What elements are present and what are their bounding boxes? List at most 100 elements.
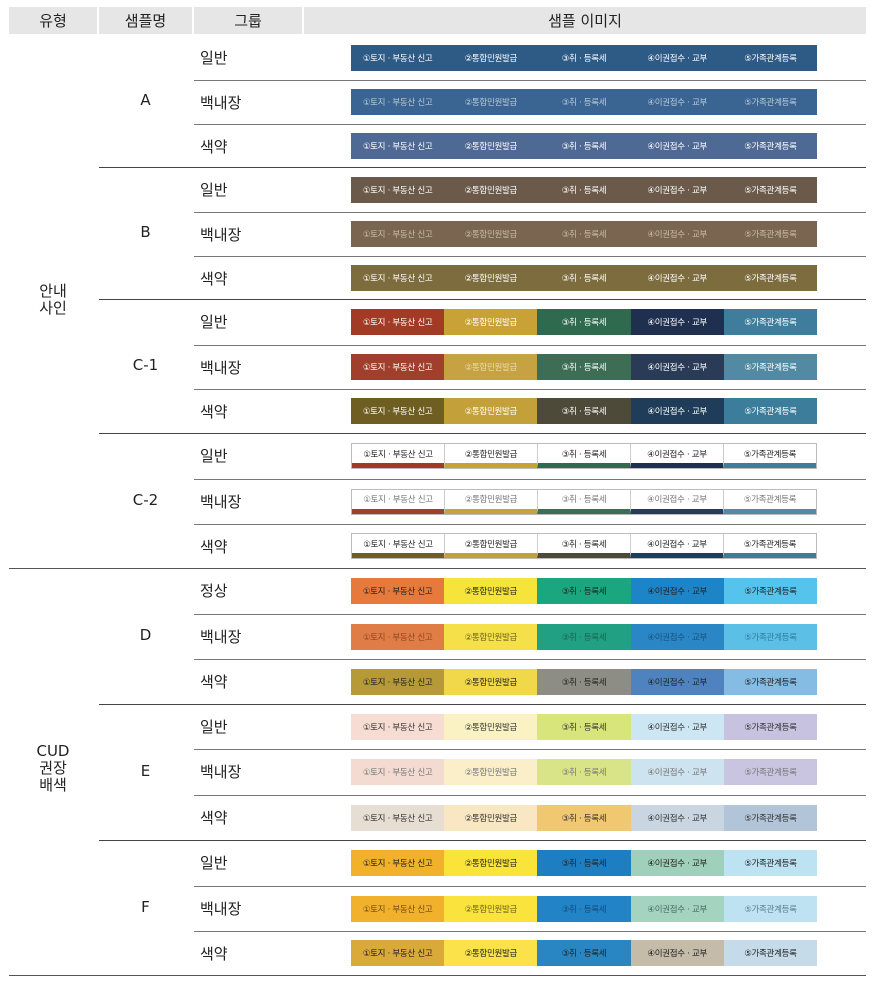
group-label: 일반 [200, 854, 228, 872]
sign-segment: ①토지 · 부동산 신고 [351, 940, 445, 966]
sign-segment: ②통합민원발급 [444, 398, 538, 424]
sample-image-strip: ①토지 · 부동산 신고 ②통합민원발급 ③취 · 등록세 ④이권접수 · 교부 ⑤가족… [351, 44, 818, 71]
header-sample-name: 샘플명 [99, 7, 192, 34]
group-label: 백내장 [200, 359, 242, 377]
sign-segment: ⑤가족관계등록 [723, 940, 818, 966]
sign-segment: ①토지 · 부동산 신고 [351, 713, 445, 740]
sign-segment: ⑤가족관계등록 [723, 444, 816, 468]
sign-segment: ①토지 · 부동산 신고 [351, 309, 445, 335]
sign-segment: ②통합민원발급 [444, 895, 538, 922]
sign-segment: ①토지 · 부동산 신고 [351, 759, 445, 785]
sign-segment: ⑤가족관계등록 [723, 895, 818, 922]
group-label: 정상 [200, 582, 228, 600]
sign-segment: ④이권접수 · 교부 [630, 850, 724, 876]
sign-segment: ①토지 · 부동산 신고 [351, 850, 445, 876]
sign-segment: ②통합민원발급 [444, 444, 537, 468]
group-label: 백내장 [200, 628, 242, 646]
sign-segment: ③취 · 등록세 [537, 44, 631, 71]
sample-image-strip: ①토지 · 부동산 신고 ②통합민원발급 ③취 · 등록세 ④이권접수 · 교부 ⑤가족… [351, 623, 818, 650]
sign-segment: ③취 · 등록세 [537, 759, 631, 785]
sign-segment: ④이권접수 · 교부 [630, 176, 724, 203]
sign-segment: ⑤가족관계등록 [723, 309, 818, 335]
sign-segment: ⑤가족관계등록 [723, 354, 818, 380]
sign-segment: ⑤가족관계등록 [723, 89, 818, 115]
sign-segment: ②통합민원발급 [444, 534, 537, 558]
row-divider [194, 795, 866, 796]
group-label: 일반 [200, 49, 228, 67]
sample-image-strip: ①토지 · 부동산 신고 ②통합민원발급 ③취 · 등록세 ④이권접수 · 교부 ⑤가족… [351, 804, 818, 831]
group-label: 일반 [200, 718, 228, 736]
sign-segment: ④이권접수 · 교부 [630, 398, 724, 424]
sample-image-strip: ①토지 · 부동산 신고 ②통합민원발급 ③취 · 등록세 ④이권접수 · 교부 ⑤가족… [351, 668, 818, 695]
sign-segment: ④이권접수 · 교부 [630, 668, 724, 695]
sign-segment: ⑤가족관계등록 [723, 44, 818, 71]
sign-segment: ⑤가족관계등록 [723, 221, 818, 247]
sign-segment: ③취 · 등록세 [537, 489, 630, 514]
group-label: 일반 [200, 447, 228, 465]
sign-segment: ①토지 · 부동산 신고 [351, 264, 445, 291]
sample-image-strip: ①토지 · 부동산 신고 ②통합민원발급 ③취 · 등록세 ④이권접수 · 교부 ⑤가족… [351, 759, 818, 785]
sample-image-strip: ①토지 · 부동산 신고 ②통합민원발급 ③취 · 등록세 ④이권접수 · 교부 ⑤가족… [351, 895, 818, 922]
table-bottom-border [9, 975, 866, 976]
type-divider [9, 568, 866, 569]
row-divider [194, 389, 866, 390]
sign-segment: ⑤가족관계등록 [723, 264, 818, 291]
sample-image-strip: ①토지 · 부동산 신고 ②통합민원발급 ③취 · 등록세 ④이권접수 · 교부 ⑤가족… [351, 221, 818, 247]
sign-segment: ④이권접수 · 교부 [630, 578, 724, 604]
sign-segment: ③취 · 등록세 [537, 713, 631, 740]
sign-segment: ④이권접수 · 교부 [630, 89, 724, 115]
sample-name: F [141, 897, 150, 916]
sign-segment: ②통합민원발급 [444, 850, 538, 876]
sign-segment: ①토지 · 부동산 신고 [351, 221, 445, 247]
sample-image-strip: ①토지 · 부동산 신고 ②통합민원발급 ③취 · 등록세 ④이권접수 · 교부 ⑤가족… [351, 488, 817, 515]
sample-image-strip: ①토지 · 부동산 신고 ②통합민원발급 ③취 · 등록세 ④이권접수 · 교부 ⑤가족… [351, 132, 818, 159]
sample-image-strip: ①토지 · 부동산 신고 ②통합민원발급 ③취 · 등록세 ④이권접수 · 교부 ⑤가족… [351, 533, 817, 559]
sign-segment: ③취 · 등록세 [537, 895, 631, 922]
sign-segment: ③취 · 등록세 [537, 940, 631, 966]
sign-segment: ③취 · 등록세 [537, 132, 631, 159]
sign-segment: ④이권접수 · 교부 [630, 623, 724, 650]
sample-name: C-2 [132, 490, 159, 509]
sign-segment: ③취 · 등록세 [537, 264, 631, 291]
row-divider [194, 256, 866, 257]
sign-segment: ⑤가족관계등록 [723, 578, 818, 604]
sign-segment: ①토지 · 부동산 신고 [351, 668, 445, 695]
sign-segment: ④이권접수 · 교부 [630, 444, 723, 468]
sign-segment: ③취 · 등록세 [537, 623, 631, 650]
sign-segment: ①토지 · 부동산 신고 [352, 534, 444, 558]
sign-segment: ③취 · 등록세 [537, 444, 630, 468]
sign-segment: ③취 · 등록세 [537, 354, 631, 380]
sign-segment: ②통합민원발급 [444, 623, 538, 650]
group-label: 색약 [200, 945, 228, 963]
row-divider [194, 524, 866, 525]
sign-segment: ②통합민원발급 [444, 668, 538, 695]
sign-segment: ①토지 · 부동산 신고 [351, 89, 445, 115]
group-label: 백내장 [200, 900, 242, 918]
sign-segment: ⑤가족관계등록 [723, 398, 818, 424]
sign-segment: ③취 · 등록세 [537, 309, 631, 335]
row-divider [194, 345, 866, 346]
sample-image-strip: ①토지 · 부동산 신고 ②통합민원발급 ③취 · 등록세 ④이권접수 · 교부 ⑤가족… [351, 354, 818, 380]
sample-name: C-1 [132, 356, 159, 374]
sample-image-strip: ①토지 · 부동산 신고 ②통합민원발급 ③취 · 등록세 ④이권접수 · 교부 ⑤가족… [351, 713, 818, 740]
sign-segment: ④이권접수 · 교부 [630, 940, 724, 966]
sign-segment: ⑤가족관계등록 [723, 489, 816, 514]
sign-segment: ③취 · 등록세 [537, 804, 631, 831]
sign-segment: ①토지 · 부동산 신고 [351, 176, 445, 203]
sample-image-strip: ①토지 · 부동산 신고 ②통합민원발급 ③취 · 등록세 ④이권접수 · 교부 ⑤가족… [351, 578, 818, 604]
sign-segment: ④이권접수 · 교부 [630, 534, 723, 558]
sign-segment: ②통합민원발급 [444, 759, 538, 785]
sign-segment: ①토지 · 부동산 신고 [351, 578, 445, 604]
sign-segment: ①토지 · 부동산 신고 [351, 44, 445, 71]
sample-image-strip: ①토지 · 부동산 신고 ②통합민원발급 ③취 · 등록세 ④이권접수 · 교부 ⑤가족… [351, 309, 818, 335]
sign-segment: ⑤가족관계등록 [723, 804, 818, 831]
sign-segment: ⑤가족관계등록 [723, 759, 818, 785]
group-label: 색약 [200, 673, 228, 691]
sign-segment: ③취 · 등록세 [537, 221, 631, 247]
sign-segment: ⑤가족관계등록 [723, 132, 818, 159]
group-label: 색약 [200, 403, 228, 421]
sign-segment: ②통합민원발급 [444, 176, 538, 203]
group-label: 색약 [200, 538, 228, 556]
sample-image-strip: ①토지 · 부동산 신고 ②통합민원발급 ③취 · 등록세 ④이권접수 · 교부 ⑤가족… [351, 443, 817, 469]
group-label: 백내장 [200, 94, 242, 112]
